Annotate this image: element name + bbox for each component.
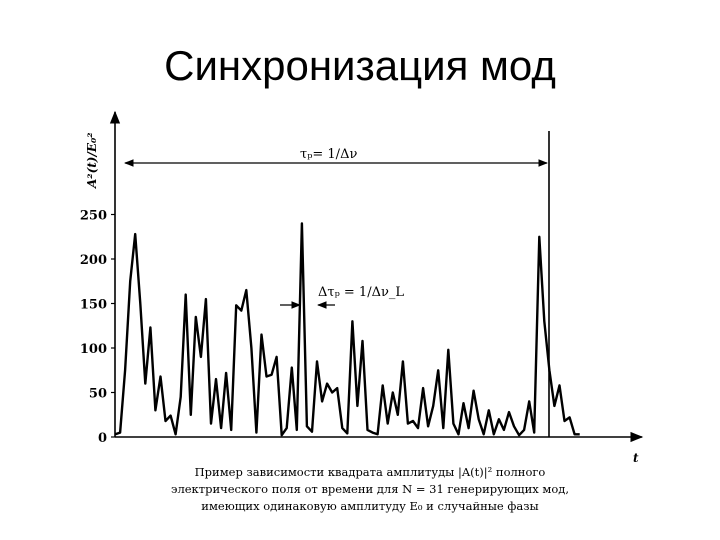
y-tick-label: 200 [80,253,107,268]
period-label: τₚ= 1/Δν [300,147,357,162]
caption-line-1: Пример зависимости квадрата амплитуды |A… [194,465,546,479]
x-axis-label: t [633,451,639,465]
y-tick-label: 50 [89,387,107,402]
pulse-width-label: Δτₚ = 1/Δν_L [318,285,404,300]
y-tick-label: 150 [80,298,107,313]
series-line [114,222,580,437]
y-tick-label: 0 [98,431,107,446]
caption-line-3: имеющих одинаковую амплитуду E₀ и случай… [201,499,539,513]
y-tick-label: 100 [80,342,107,357]
y-axis-label: A²(t)/E₀² [85,132,99,189]
annotations: τₚ= 1/Δν Δτₚ = 1/Δν_L [124,131,550,437]
data-layer [114,222,580,437]
caption-line-2: электрического поля от времени для N = 3… [171,482,569,496]
figure-caption: Пример зависимости квадрата амплитуды |A… [140,464,600,515]
axes: 0 50 100 150 200 250 A²(t)/E₀² t [80,110,644,465]
slide-title: Синхронизация мод [164,42,556,89]
y-tick-label: 250 [80,209,107,224]
